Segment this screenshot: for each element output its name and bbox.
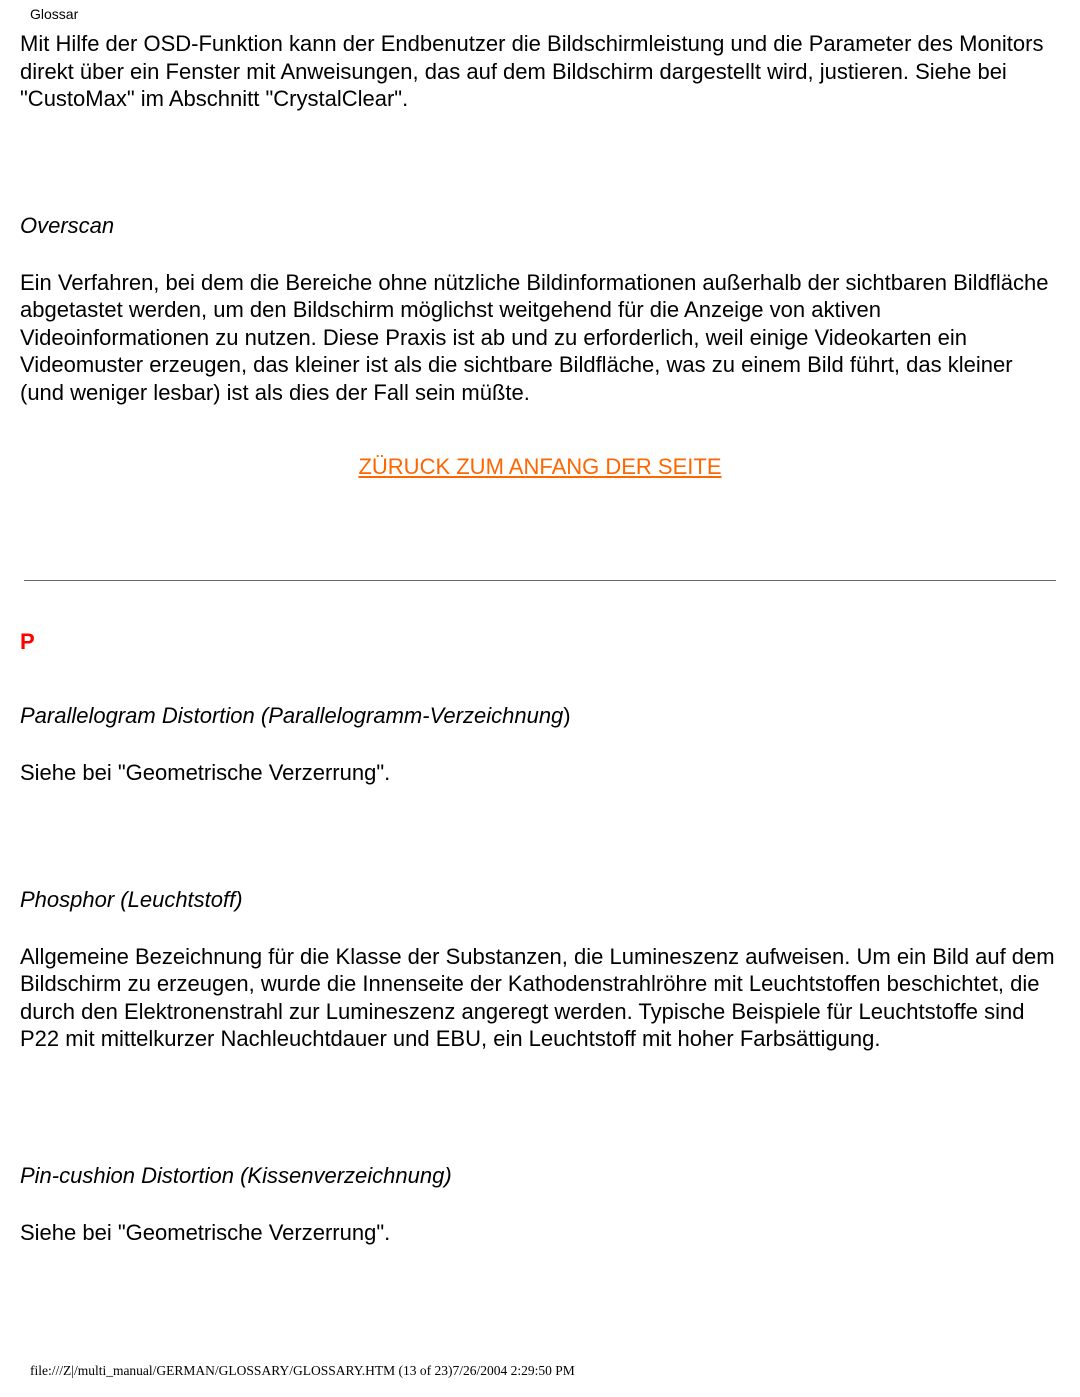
intro-paragraph: Mit Hilfe der OSD-Funktion kann der Endb… <box>20 30 1060 113</box>
parallelogram-heading-italic: Parallelogram Distortion (Parallelogramm… <box>20 703 563 728</box>
spacer <box>20 787 1060 887</box>
spacer <box>20 581 1060 629</box>
spacer <box>20 913 1060 939</box>
pincushion-heading: Pin-cushion Distortion (Kissenverzeichnu… <box>20 1163 1060 1189</box>
document-page: Glossar Mit Hilfe der OSD-Funktion kann … <box>0 0 1080 1397</box>
phosphor-paragraph: Allgemeine Bezeichnung für die Klasse de… <box>20 943 1060 1053</box>
page-header-label: Glossar <box>20 0 1060 26</box>
overscan-heading: Overscan <box>20 213 1060 239</box>
parallelogram-paragraph: Siehe bei "Geometrische Verzerrung". <box>20 759 1060 787</box>
overscan-paragraph: Ein Verfahren, bei dem die Bereiche ohne… <box>20 269 1060 407</box>
spacer <box>20 113 1060 213</box>
spacer <box>20 1053 1060 1163</box>
spacer <box>20 655 1060 703</box>
back-link-container: ZÜRUCK ZUM ANFANG DER SEITE <box>20 454 1060 480</box>
spacer <box>20 480 1060 580</box>
spacer <box>20 239 1060 265</box>
phosphor-heading: Phosphor (Leuchtstoff) <box>20 887 1060 913</box>
pincushion-paragraph: Siehe bei "Geometrische Verzerrung". <box>20 1219 1060 1247</box>
spacer <box>20 729 1060 755</box>
spacer <box>20 1189 1060 1215</box>
parallelogram-heading: Parallelogram Distortion (Parallelogramm… <box>20 703 1060 729</box>
footer-path-text: file:///Z|/multi_manual/GERMAN/GLOSSARY/… <box>30 1363 575 1379</box>
back-to-top-link[interactable]: ZÜRUCK ZUM ANFANG DER SEITE <box>358 454 721 479</box>
parallelogram-heading-tail: ) <box>563 703 570 728</box>
section-letter-p: P <box>20 629 1060 655</box>
